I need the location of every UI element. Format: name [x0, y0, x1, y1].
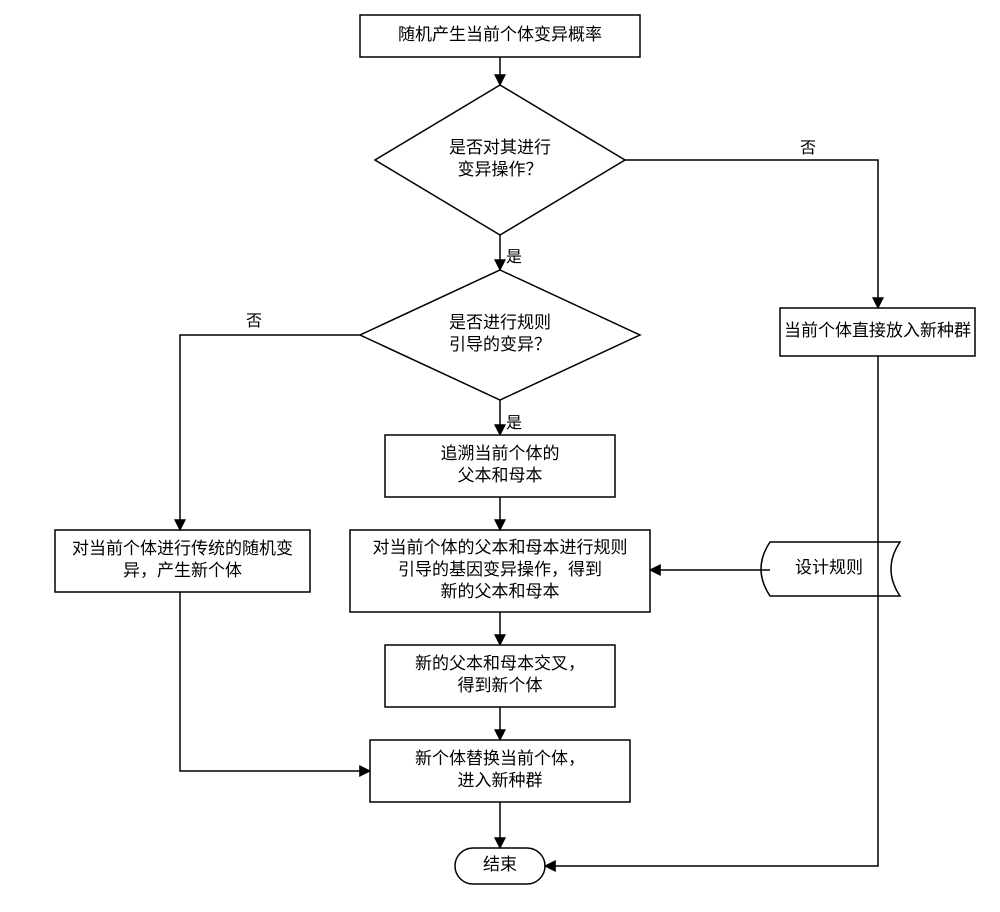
node-n4-line0: 新的父本和母本交叉， [415, 654, 585, 673]
data-dr-line0: 设计规则 [795, 558, 863, 577]
flowchart: 随机产生当前个体变异概率是否对其进行变异操作？ 是否进行规则引导的变异？ 追溯当前个… [0, 0, 1000, 912]
node-n5-line0: 新个体替换当前个体， [415, 749, 585, 768]
node-nR-line0: 当前个体直接放入新种群 [784, 321, 971, 340]
node-n3-line0: 对当前个体的父本和母本进行规则 [373, 538, 628, 557]
edge-label-1: 是 [506, 249, 522, 266]
node-n3-line2: 新的父本和母本 [441, 582, 560, 601]
node-n1-line0: 随机产生当前个体变异概率 [398, 25, 602, 44]
edge-label-2: 是 [506, 415, 522, 432]
decision-d1-line0: 是否对其进行 [449, 138, 551, 157]
node-nL-line0: 对当前个体进行传统的随机变 [72, 539, 293, 558]
decision-d1-line1: 变异操作？ [458, 160, 543, 179]
node-n2-line0: 追溯当前个体的 [441, 444, 560, 463]
edge-label-9: 否 [246, 313, 262, 330]
node-n3-line1: 引导的基因变异操作，得到 [398, 560, 602, 579]
node-n5-line1: 进入新种群 [458, 771, 543, 790]
decision-d2-line0: 是否进行规则 [449, 313, 551, 332]
edge-9 [180, 335, 360, 530]
edge-7 [625, 160, 878, 308]
edge-label-7: 否 [800, 140, 816, 157]
terminator-end-line0: 结束 [483, 855, 517, 874]
node-n4-line1: 得到新个体 [458, 676, 543, 695]
node-n2-line1: 父本和母本 [458, 466, 543, 485]
edge-10 [180, 592, 370, 771]
node-nL-line1: 异，产生新个体 [123, 561, 242, 580]
decision-d2-line1: 引导的变异？ [449, 335, 551, 354]
